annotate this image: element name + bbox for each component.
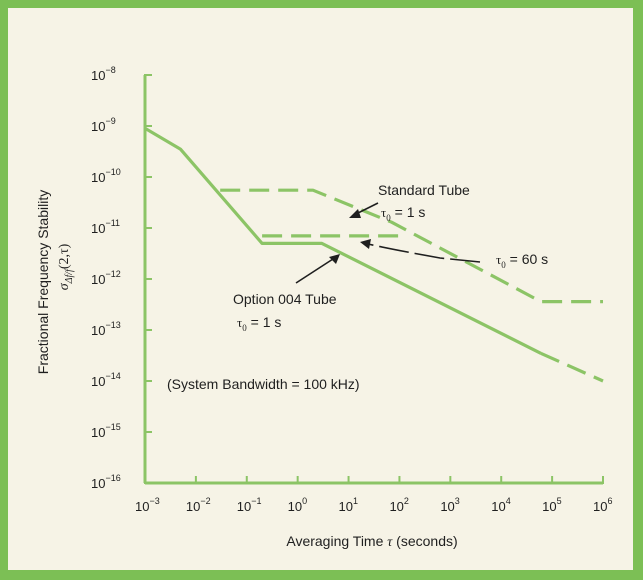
option-tube-arrowhead	[329, 254, 340, 264]
tau-symbol: τ	[496, 252, 501, 267]
y-tick-label: 10−10	[91, 167, 121, 185]
x-tick-label: 10−2	[186, 496, 211, 514]
tau-value: = 1 s	[247, 314, 282, 330]
sigma-argument: (2,τ)	[57, 243, 72, 269]
y-tick-label: 10−8	[91, 65, 116, 83]
tau-subscript: 0	[242, 323, 247, 333]
standard-tube-label: Standard Tube	[378, 182, 470, 198]
x-tick-label: 10−1	[237, 496, 262, 514]
sixty-s-arrowhead	[360, 239, 371, 249]
tau-value: = 1 s	[391, 204, 426, 220]
chart-panel	[8, 8, 633, 570]
y-tick-label: 10−12	[91, 269, 121, 287]
series-line-2	[540, 351, 604, 383]
y-axis-symbol: σΔf/f(2,τ)	[57, 243, 75, 290]
y-tick-group: 10−8 10−9 10−10 10−11 10−12 10−13 10−14 10−15 10…	[91, 65, 152, 491]
y-axis-title-group: Fractional Frequency Stability	[35, 190, 51, 374]
x-tick-label: 103	[440, 496, 459, 514]
tau-value: = 60 s	[506, 251, 548, 267]
sigma-symbol: σ	[57, 282, 72, 290]
x-tick-label: 105	[542, 496, 561, 514]
x-tick-label: 100	[288, 496, 307, 514]
x-tick-label: 101	[339, 496, 358, 514]
x-tick-label: 104	[491, 496, 510, 514]
standard-tube-arrowhead	[349, 209, 361, 218]
y-tick-label: 10−15	[91, 422, 121, 440]
series-line-3	[220, 188, 603, 304]
sigma-subscript: Δf/f	[64, 268, 75, 284]
x-tick-label: 102	[389, 496, 408, 514]
option-tube-tau-label: τ0 = 1 s	[237, 314, 281, 333]
series-line-1	[144, 126, 542, 355]
x-tick-group: 10−3 10−2 10−1 100 101 102 103 104 105 106	[135, 476, 612, 514]
y-tick-label: 10−13	[91, 320, 121, 338]
y-axis-symbol-group: σΔf/f(2,τ)	[57, 243, 75, 290]
standard-tube-arrow	[355, 202, 379, 215]
tau-symbol: τ	[237, 315, 242, 330]
option-tube-label: Option 004 Tube	[233, 291, 337, 307]
bandwidth-note: (System Bandwidth = 100 kHz)	[167, 376, 360, 392]
y-tick-label: 10−9	[91, 116, 116, 134]
curve-group	[144, 126, 604, 383]
y-tick-label: 10−14	[91, 371, 121, 389]
x-axis-tau-symbol: τ	[387, 535, 393, 550]
standard-tube-tau-label: τ0 = 1 s	[381, 204, 425, 223]
x-axis-unit: (seconds)	[396, 533, 457, 549]
sixty-s-arrow	[367, 243, 481, 263]
x-tick-label: 106	[593, 496, 612, 514]
tau-subscript: 0	[386, 213, 391, 223]
option-tube-arrow	[295, 258, 334, 284]
x-axis-title-text: Averaging Time	[286, 533, 383, 549]
tau-symbol: τ	[381, 205, 386, 220]
x-tick-label: 10−3	[135, 496, 160, 514]
y-axis-title: Fractional Frequency Stability	[35, 190, 51, 374]
tau-subscript: 0	[501, 260, 506, 270]
x-axis-title: Averaging Time τ (seconds)	[286, 533, 457, 550]
y-tick-label: 10−16	[91, 473, 121, 491]
y-tick-label: 10−11	[91, 218, 120, 236]
sixty-s-tau-label: τ0 = 60 s	[496, 251, 548, 270]
